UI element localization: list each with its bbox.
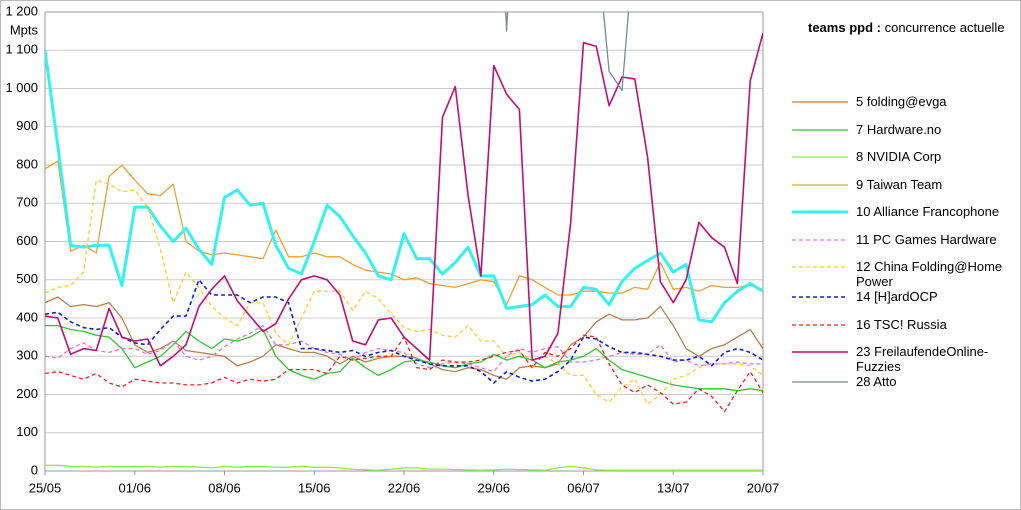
y-tick-label: 700	[16, 195, 38, 210]
legend-label: 16 TSC! Russia	[856, 316, 947, 332]
y-tick-label: 1 000	[5, 80, 38, 95]
legend-subtitle: concurrence actuelle	[884, 20, 1005, 35]
legend-item: 28 Atto	[790, 374, 1015, 402]
legend-item: 16 TSC! Russia	[790, 317, 1015, 345]
x-tick-label: 13/07	[657, 480, 690, 495]
legend-label: 12 China Folding@Home Power	[856, 259, 1003, 289]
x-tick-label: 01/06	[118, 480, 151, 495]
x-tick-label: 15/06	[298, 480, 331, 495]
y-tick-label: 500	[16, 271, 38, 286]
x-tick-label: 22/06	[388, 480, 421, 495]
legend-swatch	[792, 296, 848, 298]
x-tick-label: 08/06	[208, 480, 241, 495]
legend-swatch	[792, 238, 848, 241]
series-line	[45, 334, 763, 413]
legend-item: 10 Alliance Francophone	[790, 204, 1015, 232]
y-tick-label: 300	[16, 348, 38, 363]
y-tick-label: 800	[16, 156, 38, 171]
y-tick-label: 100	[16, 424, 38, 439]
series-line	[45, 324, 763, 392]
legend-swatch	[792, 381, 848, 383]
legend-title: teams ppd :	[808, 20, 881, 35]
legend-label: 23 FreilaufendeOnline-Fuzzies	[856, 344, 989, 374]
y-tick-label: 900	[16, 118, 38, 133]
legend-item: 12 China Folding@Home Power	[790, 259, 1015, 289]
y-tick-label: 1 200	[5, 3, 38, 18]
legend-label: 28 Atto	[856, 374, 897, 389]
series-line	[45, 160, 763, 306]
legend-swatch	[792, 210, 848, 214]
legend-swatch	[792, 323, 848, 326]
y-tick-label: 0	[31, 462, 38, 477]
legend-label: 7 Hardware.no	[856, 121, 942, 137]
series-line	[505, 12, 630, 92]
x-tick-label: 29/06	[477, 480, 510, 495]
legend-label: 9 Taiwan Team	[856, 176, 943, 192]
legend-item: 7 Hardware.no	[790, 122, 1015, 150]
legend-swatch	[792, 156, 848, 158]
legend-label: 10 Alliance Francophone	[856, 204, 1000, 219]
legend-item: 8 NVIDIA Corp	[790, 149, 1015, 177]
x-tick-label: 06/07	[567, 480, 600, 495]
legend-label: 5 folding@evga	[856, 94, 947, 109]
x-tick-label: 25/05	[29, 480, 62, 495]
legend-item: 5 folding@evga	[790, 94, 1015, 122]
header: teams ppd : concurrence actuelle	[808, 20, 1005, 35]
legend-swatch	[792, 128, 848, 131]
series-line	[45, 279, 763, 384]
legend-swatch	[792, 183, 848, 186]
series-line	[45, 324, 763, 373]
legend-item: 11 PC Games Hardware	[790, 232, 1015, 260]
legend-swatch	[792, 266, 848, 268]
legend-item: 9 Taiwan Team	[790, 177, 1015, 205]
series-line	[45, 464, 763, 471]
legend-label: 8 NVIDIA Corp	[856, 149, 942, 164]
y-tick-label: 600	[16, 233, 38, 248]
legend-swatch	[792, 101, 848, 103]
legend-label: 14 [H]ardOCP	[856, 289, 938, 304]
series-line	[45, 50, 763, 324]
x-tick-label: 20/07	[747, 480, 780, 495]
legend-item: 14 [H]ardOCP	[790, 289, 1015, 317]
series-line	[45, 179, 763, 405]
series-line	[45, 32, 763, 367]
y-tick-label: 400	[16, 309, 38, 324]
legend-swatch	[792, 351, 848, 353]
y-axis-label: Mpts	[10, 22, 39, 37]
legend-item: 23 FreilaufendeOnline-Fuzzies	[790, 344, 1015, 374]
legend-label: 11 PC Games Hardware	[856, 231, 997, 247]
y-tick-label: 200	[16, 386, 38, 401]
legend: 5 folding@evga 7 Hardware.no 8 NVIDIA Corp…	[790, 94, 1015, 402]
y-tick-label: 1 100	[5, 42, 38, 57]
